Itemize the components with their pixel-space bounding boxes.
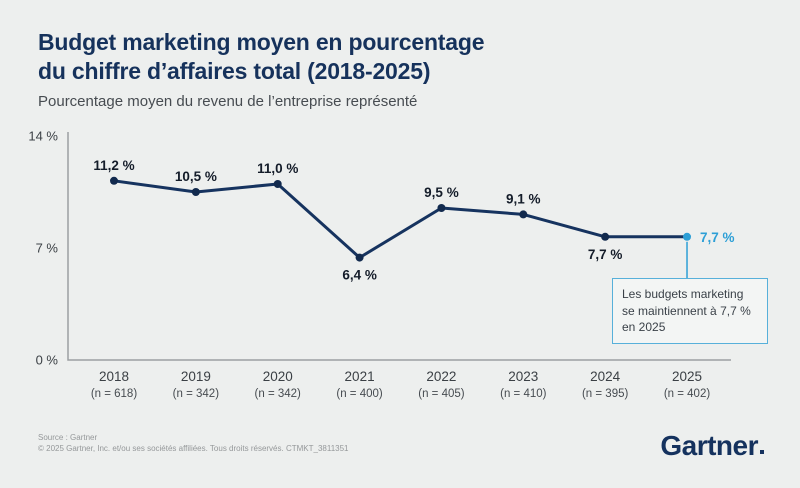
- page-subtitle: Pourcentage moyen du revenu de l’entrepr…: [38, 93, 418, 110]
- value-label: 9,5 %: [424, 185, 459, 200]
- svg-text:(n = 618): (n = 618): [91, 388, 138, 400]
- data-point: [273, 180, 282, 188]
- chart-footer: Source : Gartner © 2025 Gartner, Inc. et…: [38, 432, 349, 454]
- value-label: 10,5 %: [175, 169, 217, 184]
- value-label: 7,7 %: [700, 230, 735, 245]
- axes: [67, 132, 731, 361]
- svg-text:2021: 2021: [345, 369, 375, 384]
- svg-text:14 %: 14 %: [28, 128, 58, 143]
- gartner-logo: Gartner: [660, 430, 764, 462]
- svg-text:(n = 395): (n = 395): [582, 388, 629, 400]
- svg-text:(n = 342): (n = 342): [173, 388, 220, 400]
- annotation-line-2: se maintiennent à 7,7 %: [622, 303, 751, 318]
- data-point: [519, 210, 528, 219]
- page-title-line-1: Budget marketing moyen en pourcentage: [38, 29, 485, 55]
- data-point: [601, 232, 610, 241]
- annotation-line-1: Les budgets marketing: [622, 287, 744, 301]
- data-point: [683, 232, 692, 241]
- value-label: 9,1 %: [506, 191, 541, 206]
- data-points: [110, 176, 692, 262]
- gartner-logo-text: Gartner: [660, 430, 758, 461]
- page-title-line-2: du chiffre d’affaires total (2018-2025): [38, 58, 431, 84]
- value-labels: 11,2 % 10,5 % 11,0 % 6,4 % 9,5 % 9,1 % 7,7 % 7,…: [93, 158, 734, 283]
- value-label: 11,0 %: [257, 161, 298, 176]
- value-label: 7,7 %: [588, 247, 623, 262]
- svg-text:2023: 2023: [508, 369, 538, 384]
- registered-mark-icon: [760, 450, 764, 454]
- svg-text:0 %: 0 %: [36, 352, 59, 367]
- svg-text:(n = 342): (n = 342): [255, 388, 302, 400]
- svg-text:(n = 400): (n = 400): [336, 388, 383, 400]
- value-label: 6,4 %: [342, 268, 377, 283]
- series-line: [112, 179, 689, 260]
- data-point: [437, 204, 446, 212]
- svg-text:(n = 410): (n = 410): [500, 388, 547, 400]
- annotation-line-3: en 2025: [622, 320, 666, 335]
- value-label: 11,2 %: [93, 158, 134, 173]
- data-point: [110, 176, 118, 185]
- annotation-callout: Les budgets marketing se maintiennent à …: [612, 278, 768, 344]
- svg-text:2018: 2018: [99, 369, 129, 384]
- source-note: Source : Gartner: [38, 433, 98, 442]
- svg-text:(n = 402): (n = 402): [664, 388, 711, 400]
- data-point: [355, 253, 364, 262]
- copyright-note: © 2025 Gartner, Inc. et/ou ses sociétés …: [38, 444, 349, 453]
- y-axis-labels: 0 % 7 % 14 %: [28, 128, 58, 367]
- svg-text:(n = 405): (n = 405): [418, 388, 465, 400]
- svg-text:2022: 2022: [426, 369, 456, 384]
- svg-text:2024: 2024: [590, 369, 621, 384]
- svg-text:2019: 2019: [181, 369, 211, 384]
- svg-text:7 %: 7 %: [36, 240, 59, 255]
- data-point: [191, 188, 200, 196]
- x-axis-labels: 2018 (n = 618) 2019 (n = 342) 2020 (n = 342) 2…: [91, 369, 711, 400]
- svg-text:2020: 2020: [263, 369, 293, 384]
- chart-header: Budget marketing moyen en pourcentage du…: [38, 28, 484, 111]
- svg-text:2025: 2025: [672, 369, 702, 384]
